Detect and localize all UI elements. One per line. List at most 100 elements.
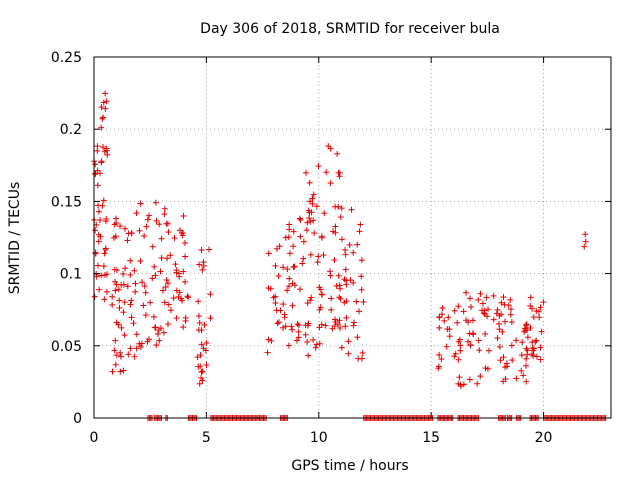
data-point <box>182 253 189 260</box>
data-point <box>296 215 303 222</box>
data-point <box>355 355 362 362</box>
data-point <box>203 362 210 369</box>
data-point <box>498 299 505 306</box>
data-point <box>109 301 116 308</box>
data-point <box>475 296 482 303</box>
data-point <box>533 308 540 315</box>
data-point <box>540 299 547 306</box>
data-point <box>286 275 293 282</box>
data-point <box>317 304 324 311</box>
data-point <box>181 240 188 247</box>
data-point <box>103 288 110 295</box>
data-point <box>317 286 324 293</box>
data-point <box>306 215 313 222</box>
data-point <box>518 367 525 374</box>
data-point <box>312 344 319 351</box>
data-point <box>342 246 349 253</box>
data-point <box>127 271 134 278</box>
data-point <box>496 320 503 327</box>
data-point <box>310 191 317 198</box>
data-point <box>494 335 501 342</box>
data-point <box>509 357 516 364</box>
data-point <box>499 328 506 335</box>
data-point <box>490 316 497 323</box>
data-point <box>112 337 119 344</box>
data-point <box>101 250 108 257</box>
data-point <box>100 99 107 106</box>
data-point <box>120 309 127 316</box>
data-point <box>120 270 127 277</box>
data-point <box>153 342 160 349</box>
data-point <box>310 217 317 224</box>
data-point <box>316 340 323 347</box>
data-point <box>142 312 149 319</box>
x-axis-label: GPS time / hours <box>291 458 408 474</box>
data-point <box>289 280 296 287</box>
data-point <box>507 311 514 318</box>
data-point <box>275 319 282 326</box>
data-point <box>523 345 530 352</box>
data-point <box>101 296 108 303</box>
data-point <box>502 318 509 325</box>
data-point <box>507 296 514 303</box>
data-point <box>112 278 119 285</box>
data-point <box>277 307 284 314</box>
data-point <box>103 147 110 154</box>
data-point <box>306 198 313 205</box>
data-point <box>98 158 105 165</box>
data-point <box>95 262 102 269</box>
data-point <box>479 300 486 307</box>
data-point <box>98 272 105 279</box>
data-point <box>116 304 123 311</box>
data-point <box>270 294 277 301</box>
data-point <box>359 349 366 356</box>
data-point <box>184 293 191 300</box>
data-point <box>508 319 515 326</box>
data-point <box>474 380 481 387</box>
data-point <box>350 322 357 329</box>
data-point <box>165 301 172 308</box>
data-point <box>530 352 537 359</box>
data-point <box>94 182 101 189</box>
data-point <box>508 342 515 349</box>
data-point <box>296 286 303 293</box>
data-point <box>117 368 124 375</box>
data-point <box>196 380 203 387</box>
data-point <box>161 205 168 212</box>
data-point <box>147 299 154 306</box>
data-point <box>496 326 503 333</box>
data-point <box>197 352 204 359</box>
data-point <box>331 322 338 329</box>
data-point <box>140 302 147 309</box>
data-point <box>149 275 156 282</box>
data-point <box>355 308 362 315</box>
data-point <box>103 98 110 105</box>
data-point <box>111 221 118 228</box>
data-point <box>128 314 135 321</box>
data-point <box>96 286 103 293</box>
data-point <box>158 254 165 261</box>
x-tick-label: 5 <box>202 430 211 446</box>
data-point <box>122 225 129 232</box>
data-point <box>125 351 132 358</box>
data-point <box>513 337 520 344</box>
data-point <box>460 381 467 388</box>
data-point <box>145 336 152 343</box>
data-point <box>313 203 320 210</box>
data-point <box>173 315 180 322</box>
data-point <box>513 375 520 382</box>
data-point <box>128 297 135 304</box>
data-point <box>316 306 323 313</box>
data-point <box>124 237 131 244</box>
data-point <box>112 287 119 294</box>
data-point <box>264 349 271 356</box>
data-point <box>161 211 168 218</box>
data-point <box>290 228 297 235</box>
data-point <box>331 316 338 323</box>
data-point <box>161 299 168 306</box>
data-point <box>302 331 309 338</box>
data-point <box>281 314 288 321</box>
data-point <box>103 215 110 222</box>
data-point <box>330 228 337 235</box>
